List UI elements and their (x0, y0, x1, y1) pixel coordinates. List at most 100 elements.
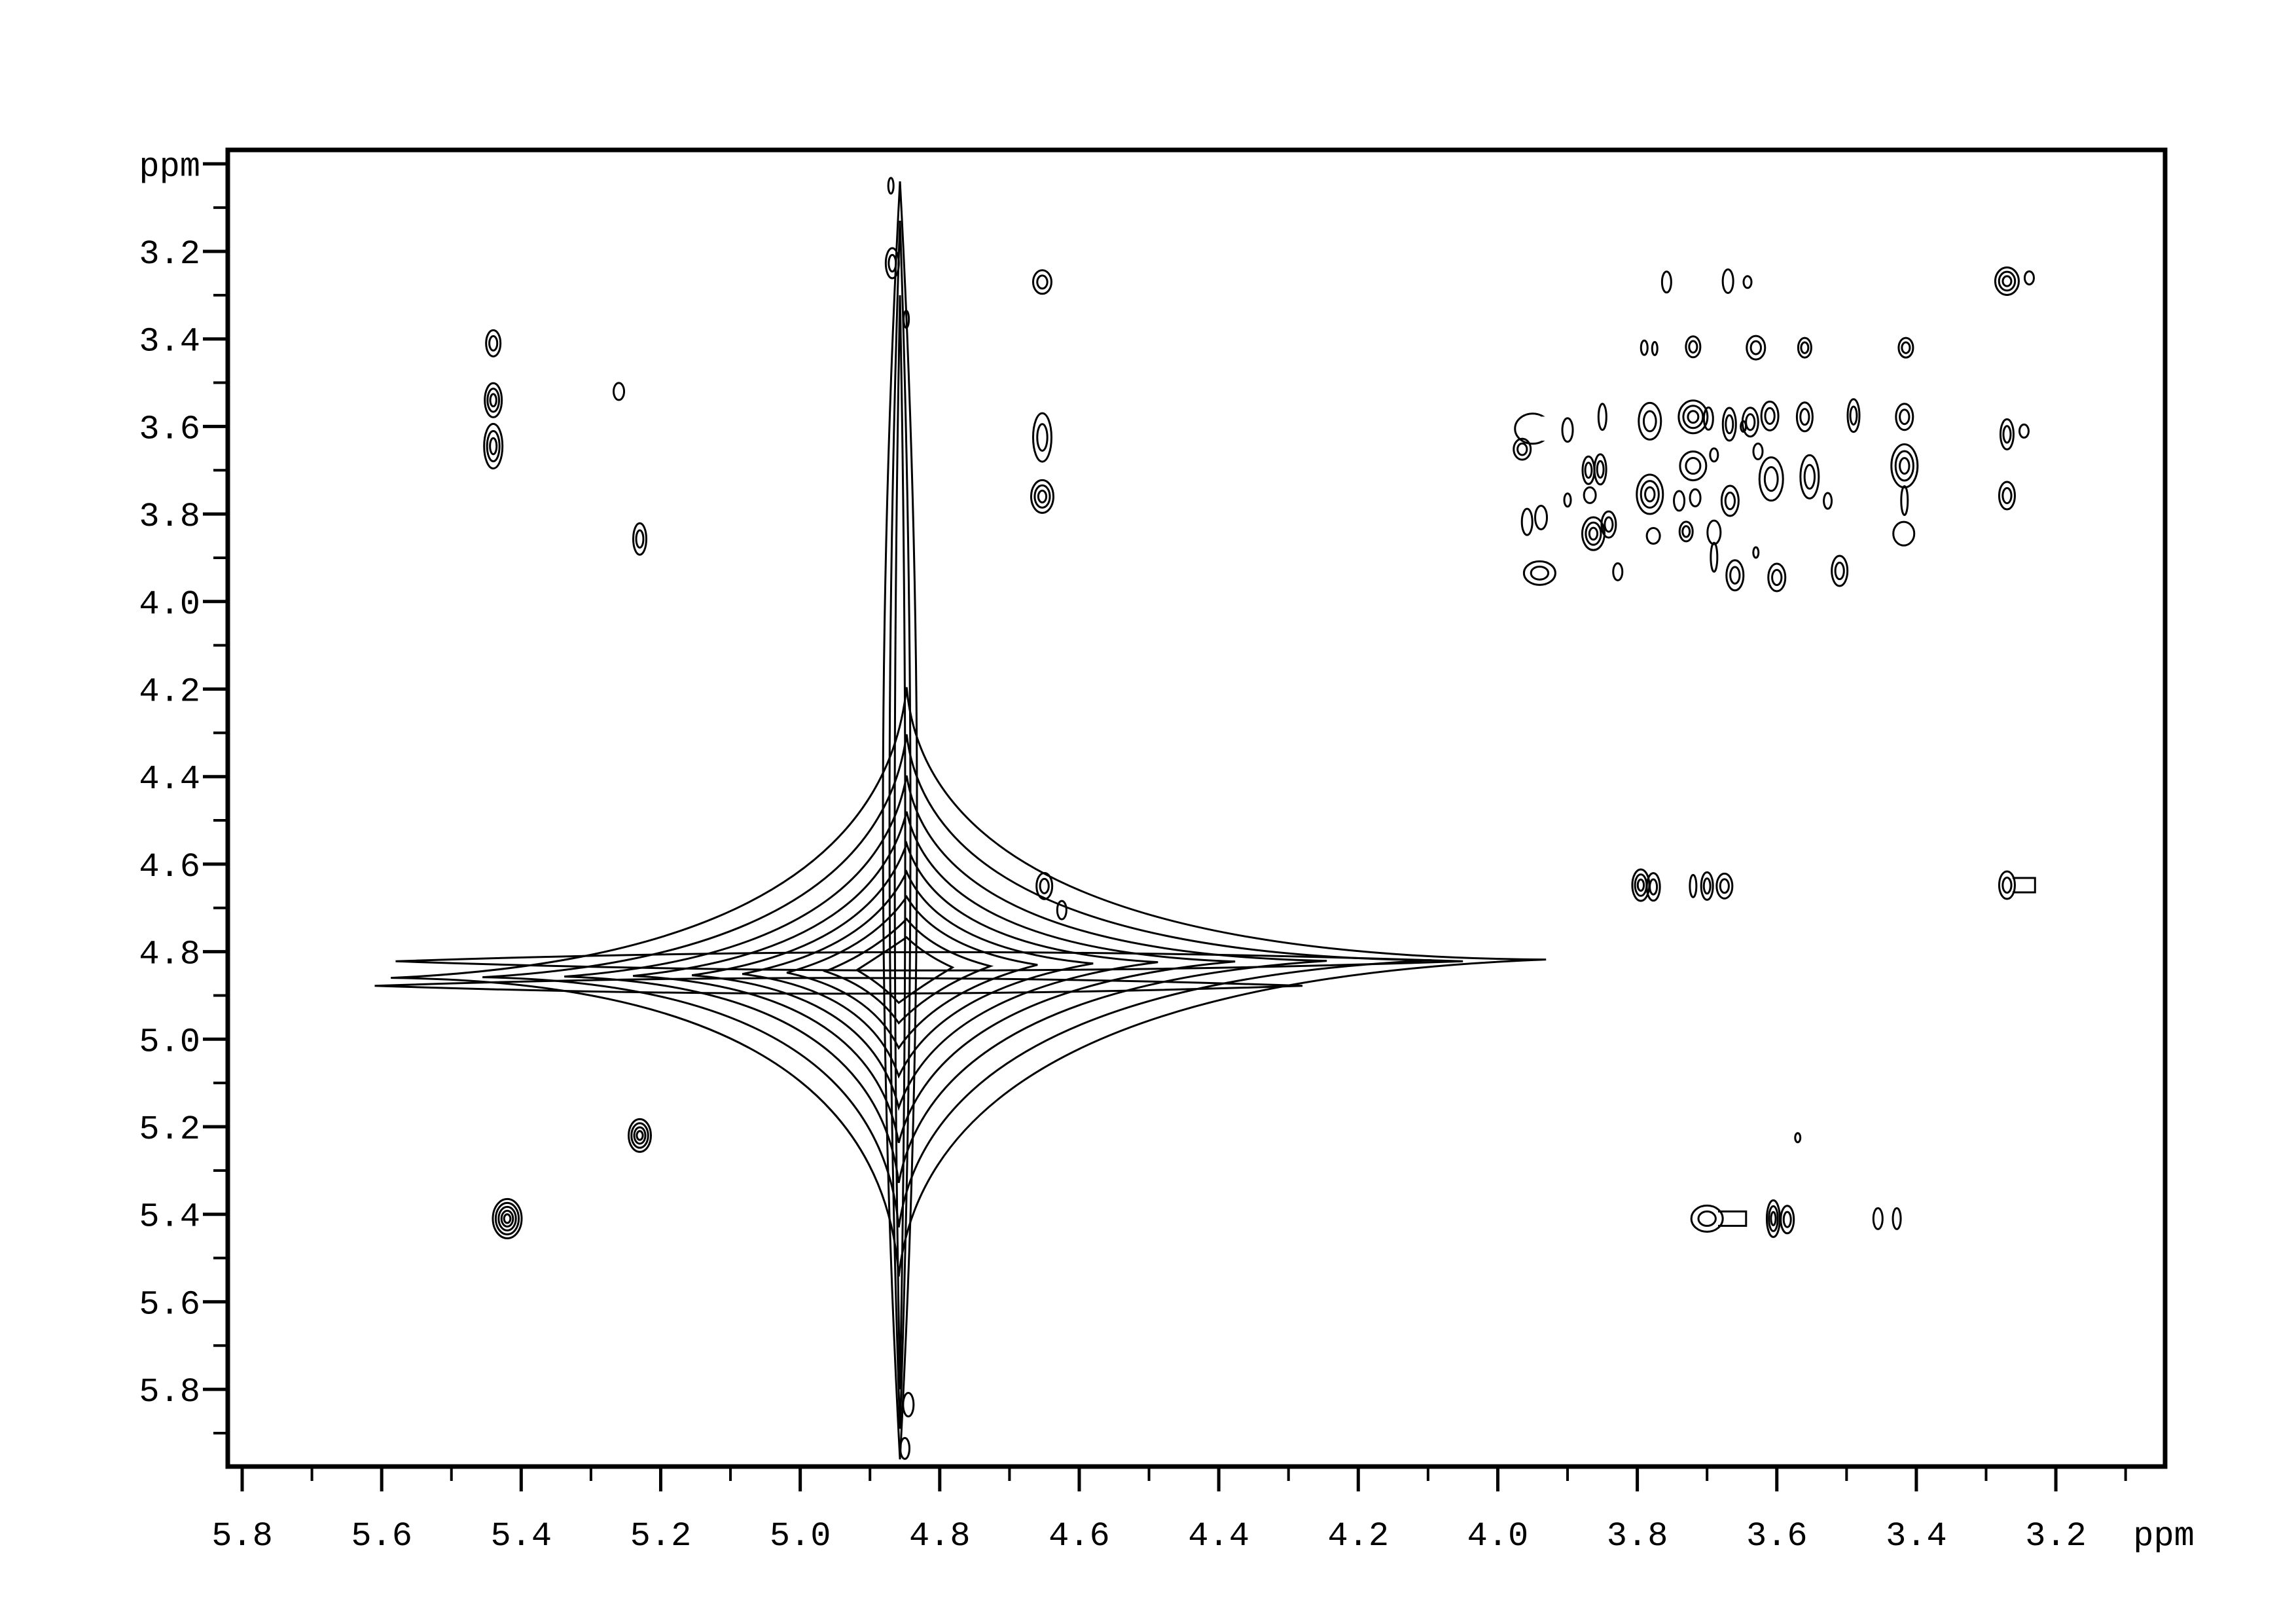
peak (1799, 454, 1820, 500)
peak-contour-ring (1520, 507, 1534, 536)
y-tick-label: 4.0 (139, 585, 200, 624)
peak-contour-ring (1645, 527, 1661, 545)
peak (1645, 872, 1661, 902)
peak (1597, 403, 1607, 431)
y-tick-label: 4.2 (139, 673, 200, 712)
peak (1721, 268, 1734, 294)
peak-contour-ring (1636, 473, 1664, 515)
peak-tail-contour (1710, 541, 1719, 573)
peak-contour-ring (887, 177, 895, 195)
peak (1593, 453, 1607, 486)
peak (1872, 1207, 1884, 1230)
peak-contour-ring (1994, 266, 2020, 296)
peak (1709, 447, 1719, 463)
peak (1892, 520, 1916, 547)
x-tick-label: 5.0 (770, 1517, 831, 1556)
x-tick-label: 5.2 (630, 1517, 692, 1556)
peak (1780, 1205, 1795, 1235)
x-tick-label: 4.0 (1467, 1517, 1529, 1556)
peak-contour-ring (1849, 405, 1858, 426)
peak-contour-ring (486, 429, 501, 463)
water-cross-contour (855, 936, 955, 1004)
peak-contour-ring (1729, 566, 1741, 585)
x-tick-label: 4.4 (1188, 1517, 1249, 1556)
peak-contour-ring (1795, 401, 1814, 433)
peak (1746, 335, 1767, 361)
peak-contour-ring (500, 1209, 514, 1228)
peak-contour-ring (884, 247, 900, 280)
x-tick-label: 4.6 (1049, 1517, 1110, 1556)
peak-contour-ring (1721, 407, 1737, 442)
peak (613, 382, 626, 401)
peak-contour-ring (1513, 437, 1532, 461)
peak-tail-contour (1717, 1210, 1748, 1227)
peak-contour-ring (1638, 401, 1662, 441)
y-tick-label: 4.8 (139, 936, 200, 974)
peak-contour-ring (1834, 561, 1845, 581)
peak-contour-ring (1688, 340, 1698, 354)
peak-contour-ring (483, 422, 504, 469)
peak (1823, 492, 1833, 510)
peak-contour-ring (2001, 275, 2013, 287)
peak (1758, 456, 1784, 502)
peak (1031, 412, 1052, 463)
water-cross-contour (691, 840, 1158, 1111)
peak-contour-ring (489, 437, 498, 456)
peak (1522, 560, 1556, 586)
peak-contour-ring (1760, 400, 1780, 431)
peak-contour-ring (633, 1126, 647, 1145)
peak (1994, 266, 2035, 296)
peak-contour-ring (1037, 489, 1048, 503)
peak (1612, 562, 1624, 581)
peak-contour-ring (1901, 341, 1911, 354)
peak (903, 310, 910, 329)
peak (1715, 872, 1734, 900)
peak (902, 1391, 915, 1417)
peak (1056, 900, 1067, 921)
x-tick-label: 3.6 (1746, 1517, 1808, 1556)
peak (1513, 437, 1532, 461)
peak-contour-ring (630, 1122, 649, 1149)
peak-contour-ring (1897, 337, 1914, 359)
peak-contour-ring (1745, 413, 1756, 431)
peak-contour-ring (1763, 465, 1779, 492)
peak-contour-ring (1678, 520, 1694, 543)
y-tick-label: 5.4 (139, 1198, 200, 1237)
peak (1534, 504, 1549, 530)
peak-contour-ring (1600, 510, 1617, 539)
peak-contour-ring (1706, 519, 1722, 545)
peak-contour-ring (1679, 450, 1708, 482)
peak (1645, 527, 1661, 545)
x-tick-label: 5.8 (211, 1517, 273, 1556)
peak-contour-ring (1583, 486, 1597, 504)
peak-tail-contour (1900, 485, 1909, 517)
peak (1742, 275, 1753, 289)
peak-contour-ring (1725, 414, 1734, 435)
peak (1031, 269, 1052, 295)
peak-contour-ring (1689, 488, 1702, 507)
contour-layer (374, 177, 2036, 1460)
peak-contour-ring (1588, 526, 1599, 541)
peak-contour-ring (1782, 1211, 1792, 1228)
peak-contour-ring (1998, 870, 2016, 900)
peak-contour-ring (1585, 521, 1602, 546)
peak-contour-ring (1742, 275, 1753, 289)
peak-contour-ring (1998, 481, 2016, 511)
axes-layer: 5.8 5.6 5.4 5.2 5.0 4.8 4.6 4.4 4.2 4.0 3.8 3.6 3.4 3… (139, 147, 2195, 1556)
peak (1685, 335, 1702, 359)
peak (1999, 418, 2030, 450)
peak-contour-ring (628, 1118, 653, 1153)
peak-contour-ring (2002, 425, 2012, 444)
peak (1673, 490, 1686, 512)
peak (1030, 479, 1054, 514)
peak-contour-ring (1563, 492, 1572, 508)
peak (1636, 473, 1664, 515)
x-axis: 5.8 5.6 5.4 5.2 5.0 4.8 4.6 4.4 4.2 4.0 3.8 3.6 3.4 3… (211, 1467, 2195, 1556)
peak-contour-ring (1690, 1204, 1724, 1233)
peak (1765, 1199, 1781, 1238)
peak (1514, 412, 1555, 445)
peak-contour-ring (1709, 447, 1719, 463)
peak-contour-ring (1597, 403, 1607, 431)
peak-contour-ring (1892, 1207, 1902, 1230)
